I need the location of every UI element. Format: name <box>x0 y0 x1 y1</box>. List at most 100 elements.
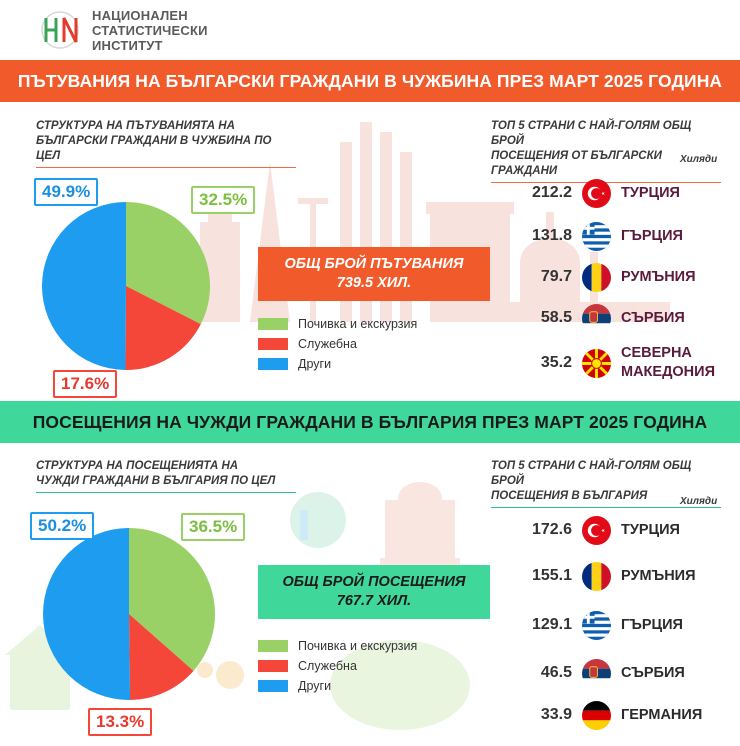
greece-flag-icon <box>582 221 611 251</box>
country-value: 129.1 <box>531 616 572 633</box>
country-name: ГЪРЦИЯ <box>621 616 683 633</box>
serbia-flag-icon <box>582 658 611 688</box>
legend-inbound: Почивка и екскурзия Служебна Други <box>258 636 417 696</box>
org-line: НАЦИОНАЛЕН <box>92 8 188 23</box>
total-value: 767.7 ХИЛ. <box>336 593 412 609</box>
country-value: 172.6 <box>531 521 572 538</box>
turkey-flag-icon <box>582 515 611 545</box>
country-name-line: СЕВЕРНА <box>621 345 692 361</box>
pie-slice-business <box>129 614 194 700</box>
legend-label: Други <box>298 679 332 693</box>
country-value: 46.5 <box>540 664 572 681</box>
country-value: 131.8 <box>531 227 572 244</box>
pie-chart-inbound <box>43 528 215 700</box>
pie-subtitle-inbound: СТРУКТУРА НА ПОСЕЩЕНИЯТА НА ЧУЖДИ ГРАЖДА… <box>36 459 296 493</box>
legend-swatch <box>258 358 288 370</box>
legend-label: Почивка и екскурзия <box>298 317 418 331</box>
legend-swatch <box>258 660 288 672</box>
country-row: 46.5 СЪРБИЯ <box>512 658 732 688</box>
country-row: 172.6 ТУРЦИЯ <box>512 515 732 545</box>
pie-label-other: 49.9% <box>34 178 99 206</box>
legend-label: Други <box>298 357 332 371</box>
country-value: 79.7 <box>540 268 572 285</box>
north-macedonia-flag-icon <box>582 348 611 378</box>
country-name: СЪРБИЯ <box>621 309 685 326</box>
total-value: 739.5 ХИЛ. <box>336 275 412 291</box>
country-name: СЪРБИЯ <box>621 664 685 681</box>
pie-slice-other <box>42 202 126 370</box>
pie-slice-other <box>43 528 131 700</box>
pie-label-leisure: 36.5% <box>181 513 246 541</box>
unit-label: Хиляди <box>680 496 718 507</box>
turkey-flag-icon <box>582 178 611 208</box>
legend-item: Други <box>258 354 417 374</box>
countries-subtitle-outbound: ТОП 5 СТРАНИ С НАЙ-ГОЛЯМ ОБЩ БРОЙ ПОСЕЩЕ… <box>491 119 721 183</box>
total-title: ОБЩ БРОЙ ПЪТУВАНИЯ <box>284 256 464 272</box>
pie-slice-business <box>125 286 201 370</box>
subtitle-line: ЧУЖДИ ГРАЖДАНИ В БЪЛГАРИЯ ПО ЦЕЛ <box>36 475 276 487</box>
country-name-line: МАКЕДОНИЯ <box>621 364 715 380</box>
pie-label-business: 17.6% <box>53 370 118 398</box>
section-banner-inbound: ПОСЕЩЕНИЯ НА ЧУЖДИ ГРАЖДАНИ В БЪЛГАРИЯ П… <box>0 401 740 443</box>
subtitle-line: СТРУКТУРА НА ПОСЕЩЕНИЯТА НА <box>36 460 239 472</box>
legend-swatch <box>258 680 288 692</box>
org-line: СТАТИСТИЧЕСКИ <box>92 23 208 38</box>
country-row: 33.9 ГЕРМАНИЯ <box>512 700 732 730</box>
legend-item: Други <box>258 676 417 696</box>
countries-subtitle-inbound: ТОП 5 СТРАНИ С НАЙ-ГОЛЯМ ОБЩ БРОЙ ПОСЕЩЕ… <box>491 459 721 508</box>
legend-item: Служебна <box>258 334 417 354</box>
legend-label: Служебна <box>298 337 357 351</box>
country-row: 131.8 ГЪРЦИЯ <box>512 221 732 251</box>
country-name: ТУРЦИЯ <box>621 184 680 201</box>
org-line: ИНСТИТУТ <box>92 38 163 53</box>
pie-slice-leisure <box>129 528 215 671</box>
legend-swatch <box>258 318 288 330</box>
country-row: 155.1 РУМЪНИЯ <box>512 561 732 591</box>
country-row: 35.2 СЕВЕРНА МАКЕДОНИЯ <box>512 343 732 383</box>
country-name: ГЪРЦИЯ <box>621 227 683 244</box>
organization-name: НАЦИОНАЛЕН СТАТИСТИЧЕСКИ ИНСТИТУТ <box>92 8 208 53</box>
nsi-logo <box>41 11 79 49</box>
serbia-flag-icon <box>582 303 611 333</box>
country-value: 155.1 <box>531 567 572 584</box>
legend-item: Почивка и екскурзия <box>258 314 417 334</box>
greece-flag-icon <box>582 610 611 640</box>
section-banner-outbound: ПЪТУВАНИЯ НА БЪЛГАРСКИ ГРАЖДАНИ В ЧУЖБИН… <box>0 60 740 102</box>
country-name: РУМЪНИЯ <box>621 567 696 584</box>
total-visits-box: ОБЩ БРОЙ ПОСЕЩЕНИЯ 767.7 ХИЛ. <box>258 565 490 619</box>
country-row: 129.1 ГЪРЦИЯ <box>512 610 732 640</box>
legend-outbound: Почивка и екскурзия Служебна Други <box>258 314 417 374</box>
pie-subtitle-outbound: СТРУКТУРА НА ПЪТУВАНИЯТА НА БЪЛГАРСКИ ГР… <box>36 119 296 168</box>
country-name: ГЕРМАНИЯ <box>621 706 703 723</box>
legend-item: Служебна <box>258 656 417 676</box>
legend-label: Почивка и екскурзия <box>298 639 418 653</box>
subtitle-line: СТРУКТУРА НА ПЪТУВАНИЯТА НА <box>36 120 235 132</box>
country-name: ТУРЦИЯ <box>621 521 680 538</box>
country-value: 33.9 <box>540 706 572 723</box>
country-value: 58.5 <box>540 309 572 326</box>
legend-label: Служебна <box>298 659 357 673</box>
legend-swatch <box>258 640 288 652</box>
pie-label-other: 50.2% <box>30 512 95 540</box>
country-value: 35.2 <box>540 354 572 371</box>
subtitle-line: ПОСЕЩЕНИЯ ОТ БЪЛГАРСКИ ГРАЖДАНИ <box>491 150 662 177</box>
unit-label: Хиляди <box>680 154 718 165</box>
legend-swatch <box>258 338 288 350</box>
total-title: ОБЩ БРОЙ ПОСЕЩЕНИЯ <box>282 574 466 590</box>
country-row: 79.7 РУМЪНИЯ <box>512 262 732 292</box>
country-name: СЕВЕРНА МАКЕДОНИЯ <box>621 344 715 382</box>
pie-label-business: 13.3% <box>88 708 153 736</box>
subtitle-line: ТОП 5 СТРАНИ С НАЙ-ГОЛЯМ ОБЩ БРОЙ <box>491 460 692 487</box>
subtitle-line: БЪЛГАРСКИ ГРАЖДАНИ В ЧУЖБИНА ПО ЦЕЛ <box>36 135 272 162</box>
legend-item: Почивка и екскурзия <box>258 636 417 656</box>
country-value: 212.2 <box>531 184 572 201</box>
pie-slice-leisure <box>126 202 210 325</box>
romania-flag-icon <box>582 262 611 292</box>
subtitle-line: ТОП 5 СТРАНИ С НАЙ-ГОЛЯМ ОБЩ БРОЙ <box>491 120 692 147</box>
country-name: РУМЪНИЯ <box>621 268 696 285</box>
romania-flag-icon <box>582 561 611 591</box>
total-trips-box: ОБЩ БРОЙ ПЪТУВАНИЯ 739.5 ХИЛ. <box>258 247 490 301</box>
subtitle-line: ПОСЕЩЕНИЯ В БЪЛГАРИЯ <box>491 490 648 502</box>
country-row: 212.2 ТУРЦИЯ <box>512 178 732 208</box>
germany-flag-icon <box>582 700 611 730</box>
